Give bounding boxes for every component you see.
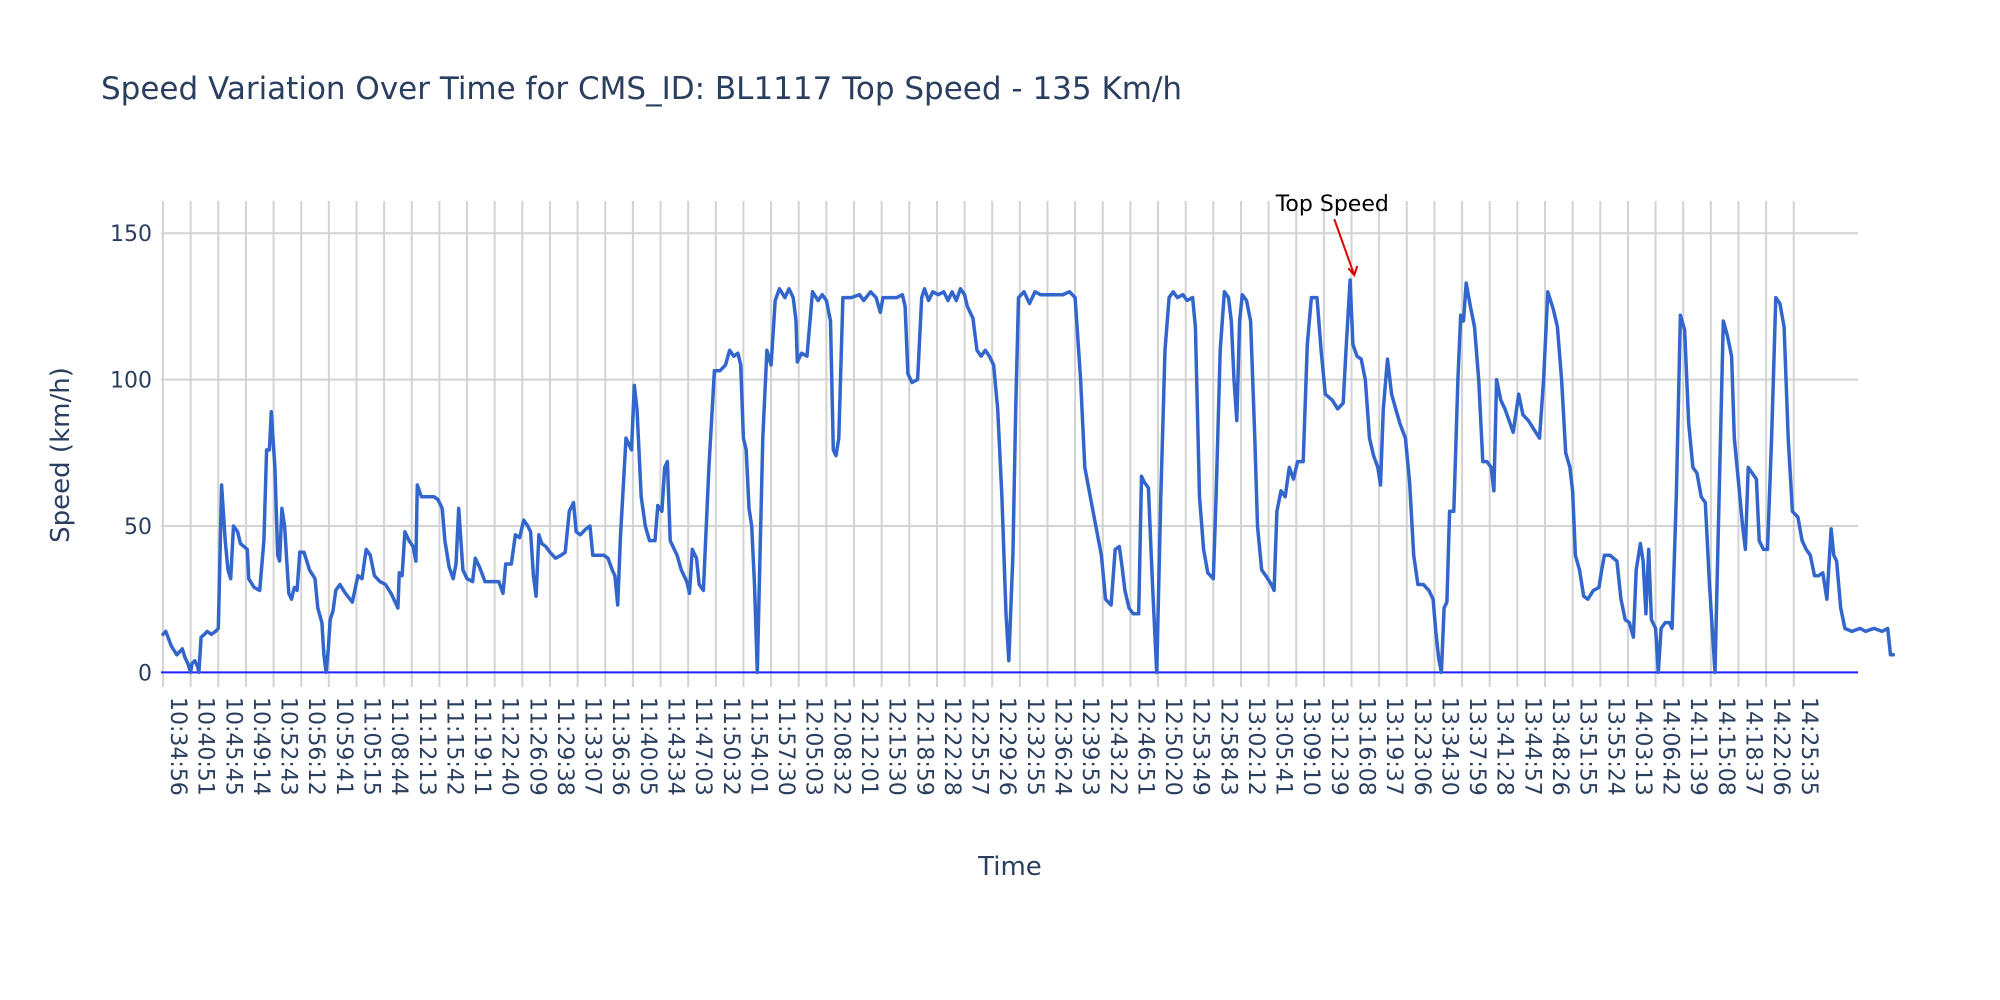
x-tick-label: 12:39:53 [1077,697,1102,796]
y-axis-title: Speed (km/h) [46,367,76,543]
x-tick-label: 12:43:22 [1105,697,1130,796]
x-tick-label: 10:49:14 [248,697,273,796]
x-tick-label: 11:36:36 [607,697,632,796]
x-tick-label: 12:08:32 [828,697,853,796]
x-tick-label: 11:26:09 [524,697,549,796]
x-tick-label: 11:43:34 [663,697,688,796]
x-tick-label: 11:05:15 [358,697,383,796]
x-tick-label: 11:15:42 [441,697,466,796]
x-tick-label: 12:29:26 [994,697,1019,796]
annotation-arrow [1333,218,1356,276]
y-tick-label: 0 [138,661,152,686]
x-tick-label: 11:22:40 [497,697,522,796]
x-tick-label: 14:11:39 [1685,697,1710,796]
series-layer [161,278,1896,675]
x-tick-label: 11:47:03 [690,697,715,796]
x-tick-label: 12:12:01 [856,697,881,796]
x-tick-label: 13:51:55 [1575,697,1600,796]
y-tick-label: 150 [110,222,152,247]
x-tick-label: 11:50:32 [718,697,743,796]
speed-series-line [161,278,1896,675]
x-tick-label: 13:12:39 [1326,697,1351,796]
x-tick-label: 10:52:43 [276,697,301,796]
x-tick-label: 11:33:07 [580,697,605,796]
x-tick-label: 12:22:28 [939,697,964,796]
x-tick-label: 13:44:57 [1519,697,1544,796]
x-tick-label: 14:22:06 [1768,697,1793,796]
annotation-arrowhead [1347,265,1359,278]
x-tick-label: 12:46:51 [1132,697,1157,796]
grid-lines [161,201,1858,687]
x-tick-label: 12:53:49 [1188,697,1213,796]
x-tick-label: 14:03:13 [1630,697,1655,796]
x-tick-label: 12:32:55 [1022,697,1047,796]
x-tick-label: 10:40:51 [193,697,218,796]
x-tick-label: 12:36:24 [1049,697,1074,796]
x-tick-label: 11:57:30 [773,697,798,796]
x-tick-label: 13:09:10 [1298,697,1323,796]
x-tick-label: 13:55:24 [1602,697,1627,796]
x-tick-label: 12:15:30 [884,697,909,796]
x-tick-label: 10:59:41 [331,697,356,796]
x-tick-label: 11:19:11 [469,697,494,796]
y-tick-label: 100 [110,369,152,394]
x-tick-label: 13:16:08 [1354,697,1379,796]
x-tick-label: 10:45:45 [220,697,245,796]
x-tick-label: 13:34:30 [1436,697,1461,796]
x-axis-title: Time [977,852,1042,882]
x-tick-label: 14:06:42 [1658,697,1683,796]
x-tick-label: 14:18:37 [1740,697,1765,796]
x-tick-label: 13:41:28 [1492,697,1517,796]
x-tick-label: 13:48:26 [1547,697,1572,796]
x-tick-label: 14:25:35 [1796,697,1821,796]
x-tick-label: 10:56:12 [303,697,328,796]
x-tick-label: 10:34:56 [165,697,190,796]
x-tick-label: 11:54:01 [745,697,770,796]
x-axis-ticks: 10:34:56 10:40:51 10:45:45 10:49:14 10:52:43… [165,697,1821,796]
chart-title: Speed Variation Over Time for CMS_ID: BL… [101,71,1182,107]
x-tick-label: 14:15:08 [1713,697,1738,796]
x-tick-label: 12:58:43 [1215,697,1240,796]
y-axis-ticks: 0 50 100 150 [110,222,152,686]
x-tick-label: 13:05:41 [1271,697,1296,796]
x-tick-label: 13:37:59 [1464,697,1489,796]
y-tick-label: 50 [124,515,152,540]
x-tick-label: 11:40:05 [635,697,660,796]
x-tick-label: 11:08:44 [386,697,411,796]
x-tick-label: 12:50:20 [1160,697,1185,796]
annotation-text: Top Speed [1275,192,1389,217]
x-tick-label: 12:25:57 [967,697,992,796]
x-tick-label: 13:02:12 [1243,697,1268,796]
x-tick-label: 13:19:37 [1381,697,1406,796]
x-tick-label: 12:05:03 [801,697,826,796]
annotation: Top Speed [1275,192,1389,278]
x-tick-label: 11:29:38 [552,697,577,796]
x-tick-label: 12:18:59 [911,697,936,796]
x-tick-label: 11:12:13 [414,697,439,796]
x-tick-label: 13:23:06 [1409,697,1434,796]
